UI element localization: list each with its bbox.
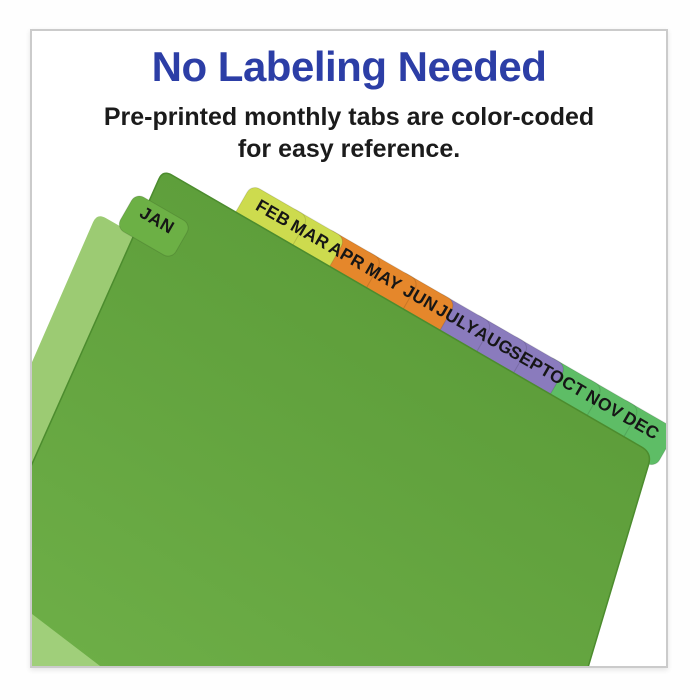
subtitle-line-1: Pre-printed monthly tabs are color-coded bbox=[103, 103, 595, 132]
headline: No Labeling Needed bbox=[151, 43, 547, 90]
subtitle: Pre-printed monthly tabs are color-coded… bbox=[32, 101, 666, 165]
jan-tab-layer bbox=[118, 195, 189, 257]
month-tabs bbox=[232, 187, 666, 466]
subtitle-line-2: for easy reference. bbox=[237, 135, 461, 164]
corner-sheet-highlight bbox=[32, 614, 101, 666]
tab-jan bbox=[118, 195, 189, 257]
front-divider-sheet bbox=[32, 172, 651, 666]
image-card: No Labeling Needed Pre-printed monthly t… bbox=[30, 29, 668, 668]
header: No Labeling Needed Pre-printed monthly t… bbox=[32, 43, 666, 165]
